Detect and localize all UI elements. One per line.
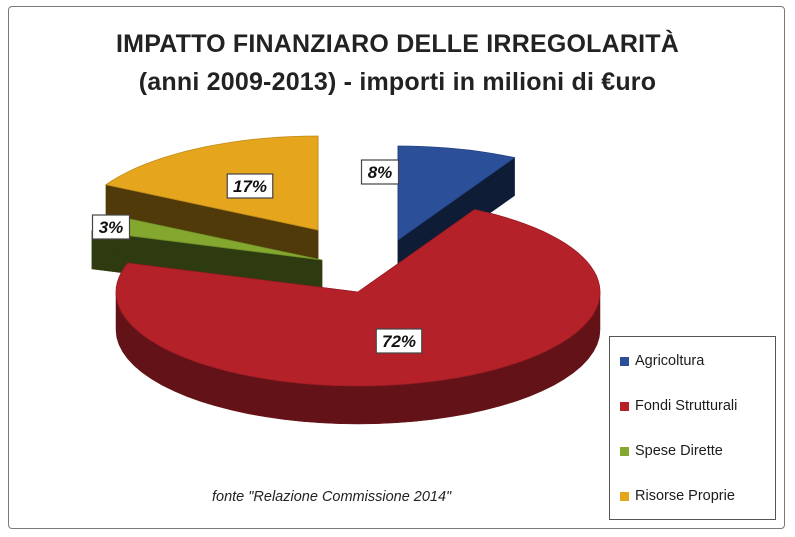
data-label-risorse-proprie: 17% <box>226 173 274 199</box>
svg-text:17%: 17% <box>233 177 267 196</box>
legend-item-agricoltura: Agricoltura <box>620 353 704 369</box>
svg-text:72%: 72% <box>382 332 416 351</box>
chart-title-line2: (anni 2009-2013) - importi in milioni di… <box>138 68 657 96</box>
legend-label: Risorse Proprie <box>635 488 735 504</box>
legend-label: Spese Dirette <box>635 443 723 459</box>
data-label-agricoltura: 8% <box>360 159 400 185</box>
svg-text:3%: 3% <box>99 218 124 237</box>
legend-swatch <box>620 491 629 501</box>
legend-label: Agricoltura <box>635 353 705 369</box>
legend-label: Fondi Strutturali <box>635 398 738 414</box>
legend-item-risorse-proprie: Risorse Proprie <box>620 488 735 504</box>
pie-slice-fondi-strutturali <box>115 209 601 425</box>
source-note: fonte "Relazione Commissione 2014" <box>212 489 452 505</box>
legend-item-spese-dirette: Spese Dirette <box>620 443 723 459</box>
legend-item-fondi-strutturali: Fondi Strutturali <box>620 398 737 414</box>
chart-legend: Agricoltura Fondi Strutturali Spese Dirett… <box>609 336 776 520</box>
svg-text:8%: 8% <box>368 163 393 182</box>
data-label-fondi-strutturali: 72% <box>375 328 423 354</box>
pie-slice-risorse-proprie <box>104 135 319 269</box>
legend-swatch <box>620 356 629 366</box>
data-label-spese-dirette: 3% <box>91 214 131 240</box>
chart-title-line1: IMPATTO FINANZIARO DELLE IRREGOLARITÀ <box>116 30 679 58</box>
legend-swatch <box>620 401 629 411</box>
legend-swatch <box>620 446 629 456</box>
